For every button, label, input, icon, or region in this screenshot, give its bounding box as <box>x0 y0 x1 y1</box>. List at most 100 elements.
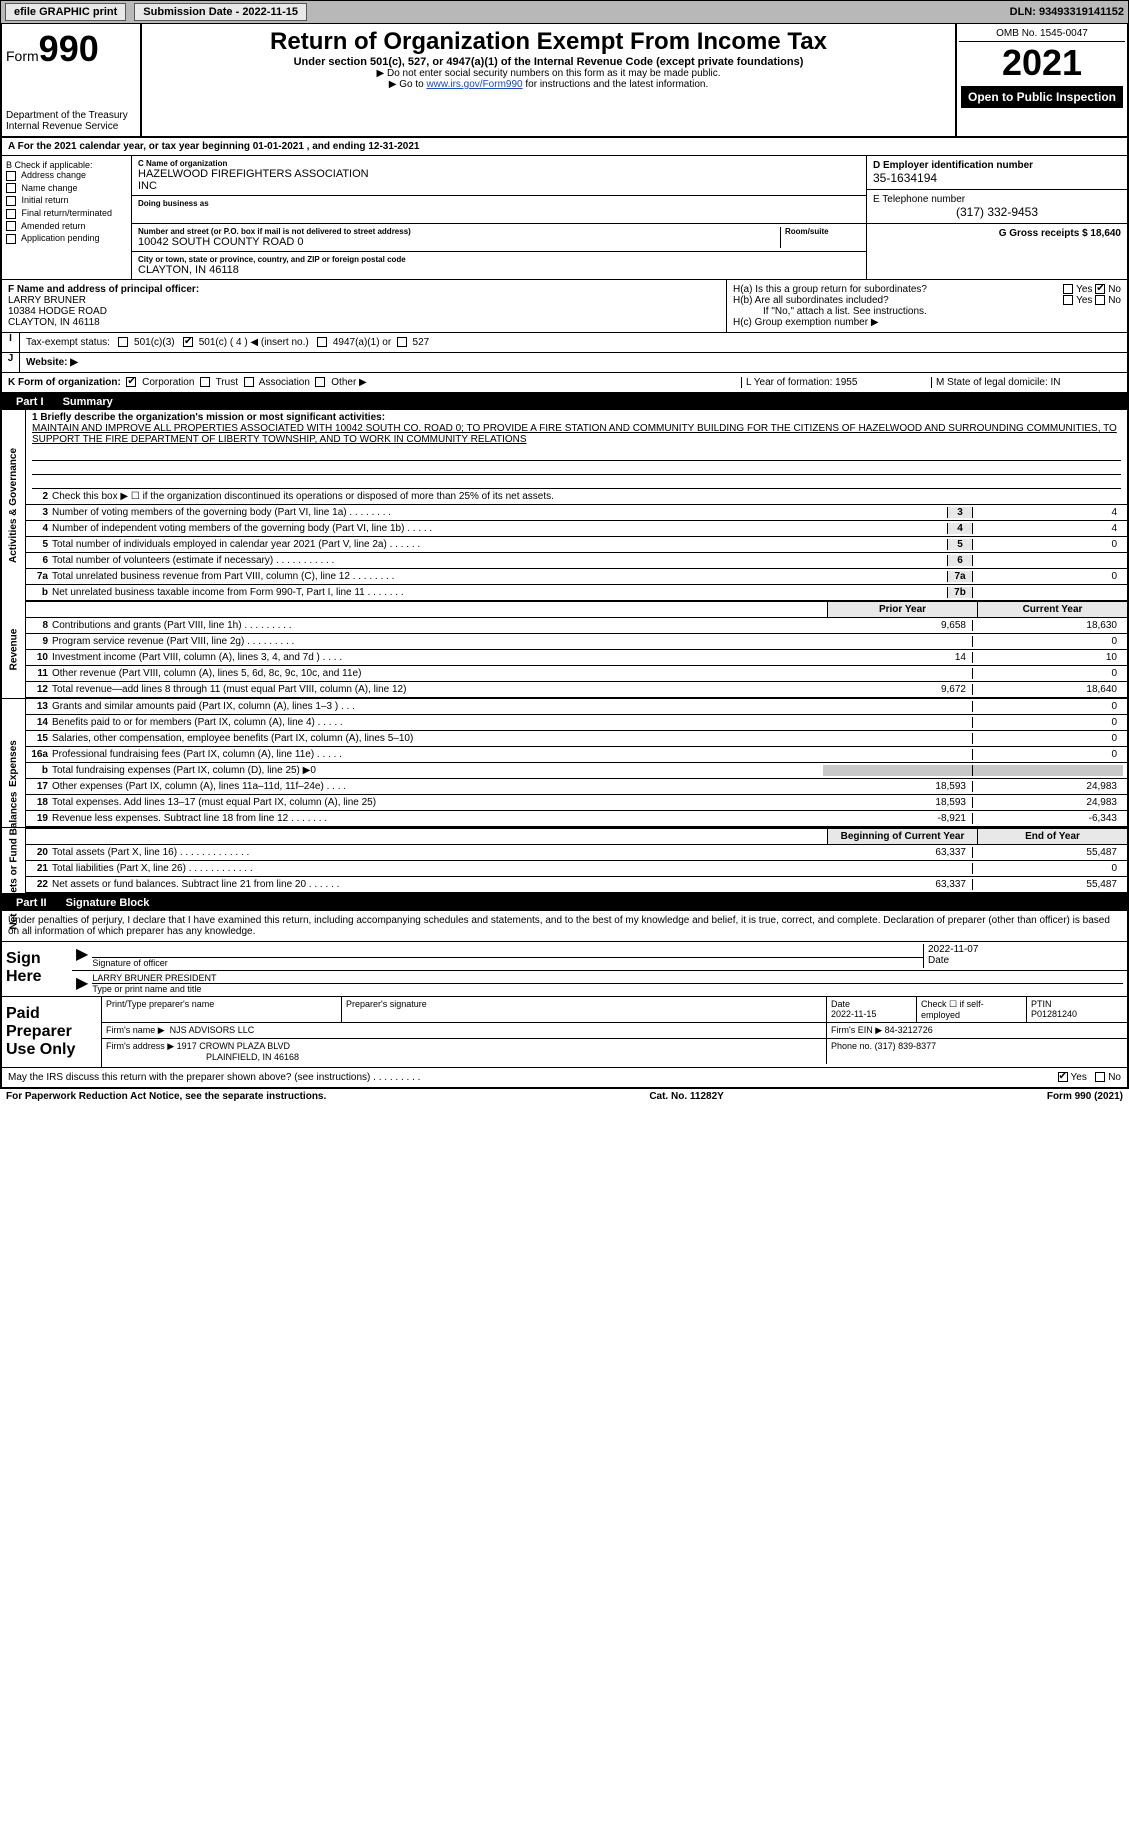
side-revenue: Revenue <box>2 601 26 698</box>
discuss-no: No <box>1108 1072 1121 1083</box>
officer-name: LARRY BRUNER <box>8 295 86 306</box>
assoc-check[interactable] <box>244 377 254 387</box>
begin-year-header: Beginning of Current Year <box>827 829 977 844</box>
signature-arrow-icon: ▶ <box>76 944 88 968</box>
box-b-option: Address change <box>6 170 127 181</box>
cat-number: Cat. No. 11282Y <box>649 1091 723 1102</box>
omb-number: OMB No. 1545-0047 <box>959 26 1125 42</box>
summary-line: 9Program service revenue (Part VIII, lin… <box>26 634 1127 650</box>
firm-name-row: Firm's name ▶ NJS ADVISORS LLC Firm's EI… <box>102 1023 1127 1039</box>
revenue-block: Revenue Prior Year Current Year 8Contrib… <box>0 601 1129 699</box>
tax-exempt-row: I Tax-exempt status: 501(c)(3) 501(c) ( … <box>0 333 1129 353</box>
501c-check[interactable] <box>183 337 193 347</box>
sign-here-label: Sign Here <box>2 942 72 996</box>
phone-label: Phone no. <box>831 1041 872 1051</box>
end-year-header: End of Year <box>977 829 1127 844</box>
trust-check[interactable] <box>200 377 210 387</box>
firm-phone: (317) 839-8377 <box>875 1041 937 1051</box>
527-check[interactable] <box>397 337 407 347</box>
year-formation: L Year of formation: 1955 <box>741 377 931 388</box>
identity-grid: B Check if applicable: Address change Na… <box>0 156 1129 280</box>
irs-link[interactable]: www.irs.gov/Form990 <box>426 79 522 90</box>
other-check[interactable] <box>315 377 325 387</box>
discuss-yes: Yes <box>1071 1072 1087 1083</box>
room-label: Room/suite <box>785 227 860 236</box>
summary-line: 11Other revenue (Part VIII, column (A), … <box>26 666 1127 682</box>
city-state-zip: CLAYTON, IN 46118 <box>138 264 860 276</box>
form-prefix: Form <box>6 48 39 64</box>
h-a-yes-check[interactable] <box>1063 284 1073 294</box>
h-b-yes-check[interactable] <box>1063 295 1073 305</box>
summary-line: 21Total liabilities (Part X, line 26) . … <box>26 861 1127 877</box>
firm-addr2: PLAINFIELD, IN 46168 <box>106 1052 299 1062</box>
corp-check[interactable] <box>126 377 136 387</box>
h-b-no-check[interactable] <box>1095 295 1105 305</box>
yes-label-2: Yes <box>1076 295 1092 306</box>
name-arrow-icon: ▶ <box>76 973 88 994</box>
website-row: J Website: ▶ <box>0 353 1129 373</box>
discuss-row: May the IRS discuss this return with the… <box>0 1068 1129 1089</box>
ein-row: D Employer identification number 35-1634… <box>867 156 1127 189</box>
501c3-check[interactable] <box>118 337 128 347</box>
website-label: Website: ▶ <box>26 357 78 368</box>
firm-addr1: 1917 CROWN PLAZA BLVD <box>177 1041 290 1051</box>
year-col: OMB No. 1545-0047 2021 Open to Public In… <box>957 24 1127 136</box>
summary-line: 4Number of independent voting members of… <box>26 521 1127 537</box>
discuss-no-check[interactable] <box>1095 1072 1105 1082</box>
box-c-name-label: C Name of organization <box>138 159 860 168</box>
prep-sig-header: Preparer's signature <box>342 997 827 1022</box>
box-b: B Check if applicable: Address change Na… <box>2 156 132 279</box>
dept-treasury: Department of the Treasury <box>6 110 136 121</box>
box-b-check[interactable] <box>6 196 16 206</box>
paid-preparer-label: Paid Preparer Use Only <box>2 997 102 1067</box>
band-a-tax-year: A For the 2021 calendar year, or tax yea… <box>0 138 1129 156</box>
org-name-2: INC <box>138 180 860 192</box>
street-address: 10042 SOUTH COUNTY ROAD 0 <box>138 236 780 248</box>
4947-check[interactable] <box>317 337 327 347</box>
box-f-label: F Name and address of principal officer: <box>8 284 199 295</box>
box-c-name: C Name of organization HAZELWOOD FIREFIG… <box>132 156 866 196</box>
tel-label: E Telephone number <box>873 194 965 205</box>
summary-line: 7aTotal unrelated business revenue from … <box>26 569 1127 585</box>
summary-line: 12Total revenue—add lines 8 through 11 (… <box>26 682 1127 698</box>
box-b-option: Initial return <box>6 195 127 206</box>
paperwork-notice: For Paperwork Reduction Act Notice, see … <box>6 1091 326 1102</box>
sign-date-label: Date <box>928 955 949 966</box>
box-c-dba: Doing business as <box>132 196 866 224</box>
summary-line: 17Other expenses (Part IX, column (A), l… <box>26 779 1127 795</box>
name-title-label: Type or print name and title <box>92 984 201 994</box>
revenue-header: Prior Year Current Year <box>26 601 1127 618</box>
box-b-check[interactable] <box>6 221 16 231</box>
row-k-label: K Form of organization: <box>8 377 121 388</box>
side-net-assets: Net Assets or Fund Balances <box>2 828 26 893</box>
box-b-check[interactable] <box>6 183 16 193</box>
summary-line: 14Benefits paid to or for members (Part … <box>26 715 1127 731</box>
sig-officer-label: Signature of officer <box>92 958 167 968</box>
paid-preparer-block: Paid Preparer Use Only Print/Type prepar… <box>0 997 1129 1068</box>
summary-line: 10Investment income (Part VIII, column (… <box>26 650 1127 666</box>
part-i-label: Summary <box>63 396 113 408</box>
firm-addr-label: Firm's address ▶ <box>106 1041 174 1051</box>
submission-date-btn[interactable]: Submission Date - 2022-11-15 <box>134 3 307 21</box>
expenses-block: Expenses 13Grants and similar amounts pa… <box>0 699 1129 828</box>
net-assets-header: Beginning of Current Year End of Year <box>26 828 1127 845</box>
efile-graphic-btn[interactable]: efile GRAPHIC print <box>5 3 126 21</box>
prep-name-header: Print/Type preparer's name <box>102 997 342 1022</box>
signature-field: ▶ Signature of officer 2022-11-07Date <box>72 942 1127 971</box>
h-a-no-check[interactable] <box>1095 284 1105 294</box>
return-subtitle: Under section 501(c), 527, or 4947(a)(1)… <box>146 56 951 68</box>
box-c-city: City or town, state or province, country… <box>132 252 866 279</box>
box-h: H(a) Is this a group return for subordin… <box>727 280 1127 332</box>
org-name-1: HAZELWOOD FIREFIGHTERS ASSOCIATION <box>138 168 860 180</box>
firm-ein: 84-3212726 <box>885 1025 933 1035</box>
summary-line: 6Total number of volunteers (estimate if… <box>26 553 1127 569</box>
summary-line: 13Grants and similar amounts paid (Part … <box>26 699 1127 715</box>
ein-value: 35-1634194 <box>873 171 937 185</box>
box-b-check[interactable] <box>6 171 16 181</box>
city-label: City or town, state or province, country… <box>138 255 860 264</box>
footer-form: Form 990 (2021) <box>1047 1091 1123 1102</box>
box-b-check[interactable] <box>6 234 16 244</box>
discuss-yes-check[interactable] <box>1058 1072 1068 1082</box>
box-b-check[interactable] <box>6 209 16 219</box>
box-c: C Name of organization HAZELWOOD FIREFIG… <box>132 156 867 279</box>
